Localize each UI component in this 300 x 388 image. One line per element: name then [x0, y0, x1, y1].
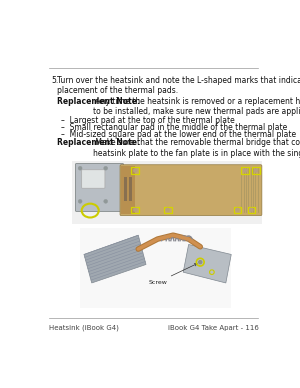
Text: Replacement Note:: Replacement Note: [57, 97, 140, 106]
Polygon shape [84, 235, 146, 283]
Circle shape [78, 166, 82, 170]
Circle shape [236, 208, 239, 212]
Circle shape [104, 199, 108, 203]
Text: –  Mid-sized square pad at the lower end of the thermal plate: – Mid-sized square pad at the lower end … [61, 130, 296, 139]
Text: Turn over the heatsink and note the L-shaped marks that indicate the position fo: Turn over the heatsink and note the L-sh… [57, 76, 300, 95]
Bar [121, 166, 135, 215]
Circle shape [104, 166, 108, 170]
Text: –  Largest pad at the top of the thermal plate: – Largest pad at the top of the thermal … [61, 116, 235, 125]
Bar [124, 177, 127, 201]
Bar [72, 161, 262, 224]
Circle shape [250, 208, 253, 212]
Circle shape [133, 169, 137, 172]
Bar [241, 168, 249, 173]
Text: Heatsink (iBook G4): Heatsink (iBook G4) [49, 324, 119, 331]
Bar [129, 177, 132, 201]
Text: –  Small rectangular pad in the middle of the thermal plate: – Small rectangular pad in the middle of… [61, 123, 287, 132]
Bar [252, 168, 260, 173]
Bar [131, 207, 139, 213]
Text: Replacement Note:: Replacement Note: [57, 138, 140, 147]
Text: Any time the heatsink is removed or a replacement heatsink is
to be installed, m: Any time the heatsink is removed or a re… [93, 97, 300, 116]
Circle shape [254, 169, 258, 172]
Text: Make sure that the removable thermal bridge that connects the
heatsink plate to : Make sure that the removable thermal bri… [93, 138, 300, 158]
FancyBboxPatch shape [120, 165, 262, 216]
Bar [248, 207, 255, 213]
Bar [80, 227, 231, 308]
Circle shape [133, 208, 137, 212]
Circle shape [78, 199, 82, 203]
Circle shape [243, 169, 247, 172]
Text: iBook G4 Take Apart - 116: iBook G4 Take Apart - 116 [167, 324, 258, 331]
Circle shape [199, 261, 202, 264]
FancyBboxPatch shape [82, 170, 105, 188]
Text: Screw: Screw [148, 263, 197, 285]
FancyBboxPatch shape [76, 164, 124, 211]
Bar [234, 207, 241, 213]
Polygon shape [183, 244, 231, 283]
Bar [131, 168, 139, 173]
Text: 5.: 5. [52, 76, 59, 85]
Circle shape [166, 208, 169, 212]
Bar [164, 207, 172, 213]
